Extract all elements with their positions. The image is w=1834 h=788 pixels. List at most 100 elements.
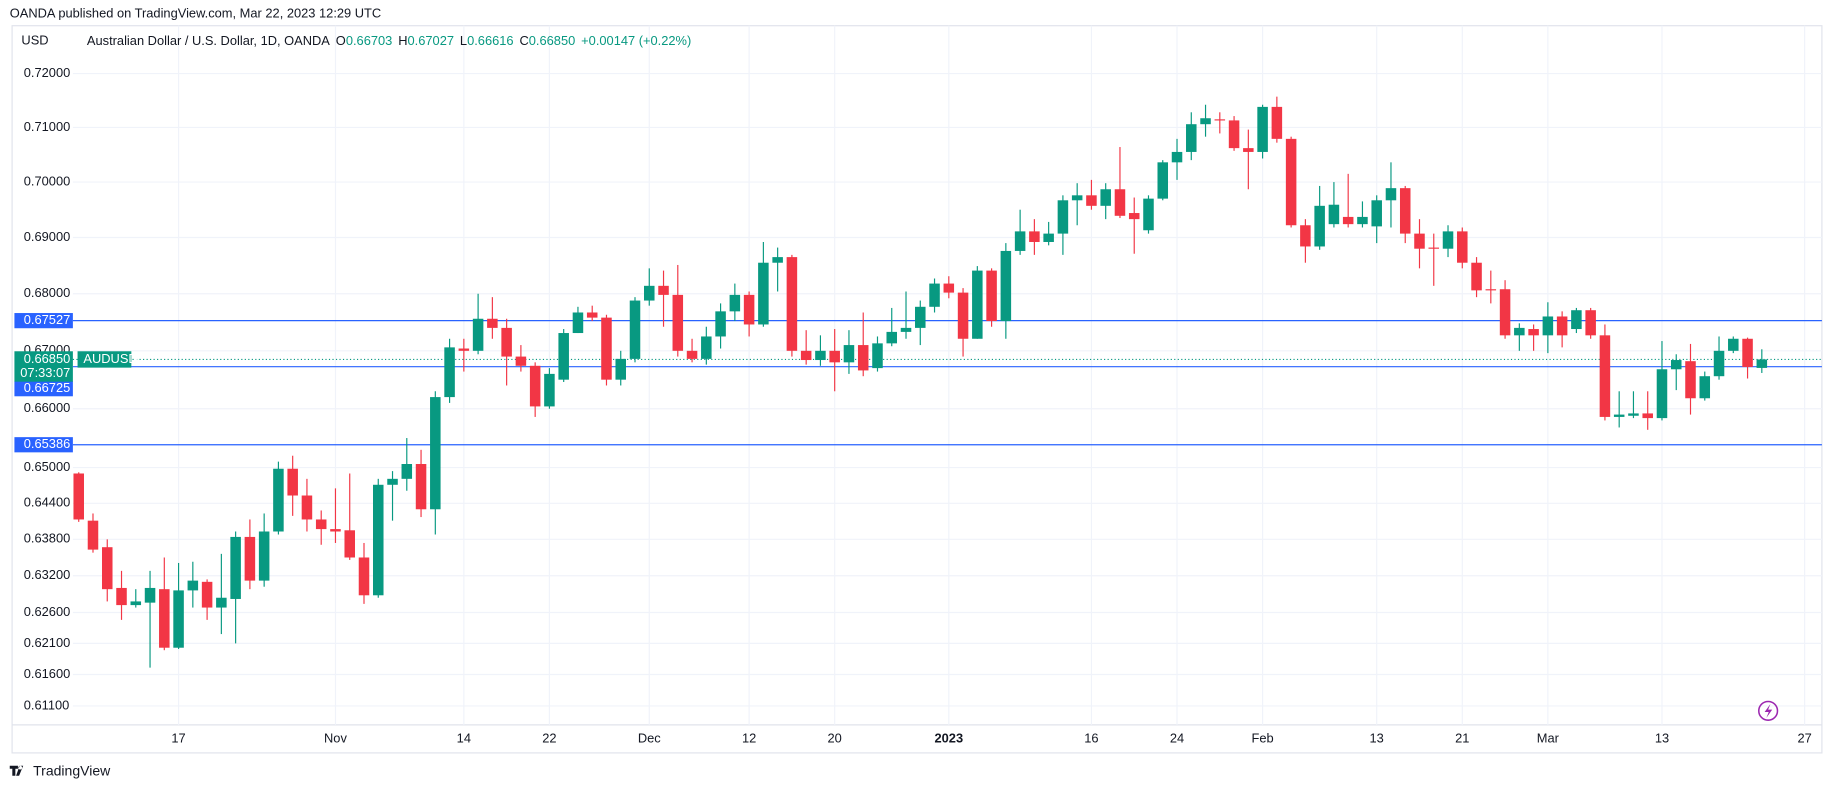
- candle-body: [1528, 329, 1539, 336]
- legend-key: L: [460, 33, 467, 48]
- candle-body: [116, 587, 127, 606]
- candle-body: [729, 294, 741, 312]
- y-tick-label: 0.62600: [24, 604, 70, 619]
- candle-body: [1342, 216, 1354, 225]
- candle-body: [1271, 106, 1283, 139]
- candle-body: [886, 331, 898, 344]
- candle-body: [1043, 233, 1054, 242]
- candle-body: [857, 345, 869, 371]
- y-tick-label: 0.65000: [24, 459, 70, 474]
- candle-body: [1228, 120, 1240, 149]
- header: OANDA published on TradingView.com, Mar …: [10, 5, 381, 20]
- x-tick-label: 24: [1170, 730, 1184, 745]
- candle-body: [1642, 413, 1653, 419]
- candle-body: [1457, 231, 1468, 263]
- candle-body: [1314, 205, 1325, 247]
- candle-body: [401, 464, 413, 479]
- candle-body: [900, 327, 912, 332]
- footer-brand: TradingView: [33, 762, 111, 778]
- replay-icon[interactable]: [1758, 700, 1779, 721]
- candle-body: [344, 530, 355, 558]
- candle-body: [1128, 213, 1140, 220]
- candle-body: [915, 306, 926, 328]
- candle-body: [743, 294, 755, 325]
- candle-body: [1414, 233, 1425, 249]
- candle-body: [1285, 138, 1297, 226]
- candle-body: [187, 580, 199, 591]
- legend-key: O: [336, 33, 346, 48]
- y-tick-label: 0.64400: [24, 495, 70, 510]
- candle-body: [430, 397, 441, 510]
- candle-body: [287, 468, 298, 496]
- symbol-label: AUDUSD: [83, 351, 137, 366]
- candle-body: [943, 283, 955, 293]
- candle-body: [330, 529, 341, 532]
- candle-body: [1399, 188, 1411, 234]
- candle-body: [1243, 148, 1254, 152]
- legend-value: 0.66703: [346, 33, 392, 48]
- x-tick-label: Feb: [1252, 730, 1274, 745]
- x-tick-label: 12: [742, 730, 756, 745]
- candle-body: [444, 347, 455, 398]
- candle-body: [572, 312, 584, 334]
- x-tick-label: 14: [457, 730, 471, 745]
- symbol-tag: [77, 351, 132, 368]
- candle-body: [1385, 188, 1397, 201]
- candle-body: [772, 257, 783, 263]
- level-label: 0.66725: [24, 380, 70, 395]
- legend-value: 0.66850: [529, 33, 575, 48]
- last-price-label: 0.66850: [24, 351, 70, 366]
- candle-body: [1442, 231, 1454, 249]
- candle-body: [101, 547, 113, 590]
- candle-body: [73, 473, 84, 520]
- candle-body: [230, 536, 241, 599]
- candle-body: [1114, 189, 1126, 216]
- x-tick-label: 13: [1655, 730, 1669, 745]
- candle-body: [1428, 247, 1440, 249]
- level-tag: [14, 381, 73, 397]
- candle-body: [529, 365, 541, 407]
- y-tick-label: 0.71000: [24, 119, 70, 134]
- candle-body: [1100, 189, 1111, 206]
- level-tag: [14, 313, 73, 329]
- candle-body: [686, 350, 698, 359]
- candle-body: [843, 345, 855, 363]
- legend-key: H: [398, 33, 407, 48]
- candle-body: [658, 285, 669, 295]
- candle-body: [87, 520, 99, 550]
- currency: USD: [21, 32, 48, 47]
- labels: 0.720000.710000.700000.690000.680000.670…: [14, 65, 1812, 745]
- x-tick-label: 17: [171, 730, 185, 745]
- candle-body: [1571, 310, 1582, 330]
- candle-body: [1300, 225, 1311, 247]
- countdown: 07:33:07: [20, 365, 70, 380]
- x-tick-label: 21: [1455, 730, 1469, 745]
- candle-body: [1014, 231, 1026, 251]
- candle-body: [244, 536, 256, 581]
- level-label: 0.65386: [24, 436, 70, 451]
- footer-logo: [9, 765, 24, 776]
- legend-change: +0.00147 (+0.22%): [581, 33, 691, 48]
- candle-body: [1756, 359, 1768, 368]
- replay-icon-bolt: [1764, 703, 1773, 718]
- candle-body: [159, 589, 170, 648]
- candle-body: [1029, 231, 1040, 242]
- candle-body: [1471, 262, 1482, 291]
- candle-body: [1328, 204, 1340, 225]
- candle-body: [258, 531, 270, 581]
- legend-title: Australian Dollar / U.S. Dollar, 1D, OAN…: [87, 33, 330, 48]
- y-tick-label: 0.68000: [24, 285, 70, 300]
- legend-value: 0.67027: [408, 33, 454, 48]
- legend-value: 0.66616: [467, 33, 513, 48]
- candle-body: [1171, 151, 1183, 163]
- candle-body: [1499, 289, 1511, 336]
- candle-body: [1613, 414, 1625, 417]
- candle-body: [1728, 338, 1739, 351]
- candle-body: [615, 358, 627, 380]
- candle-body: [1585, 310, 1596, 336]
- candle-body: [1257, 106, 1268, 152]
- candle-body: [273, 468, 284, 532]
- candle-body: [815, 350, 826, 361]
- y-tick-label: 0.61100: [24, 697, 70, 712]
